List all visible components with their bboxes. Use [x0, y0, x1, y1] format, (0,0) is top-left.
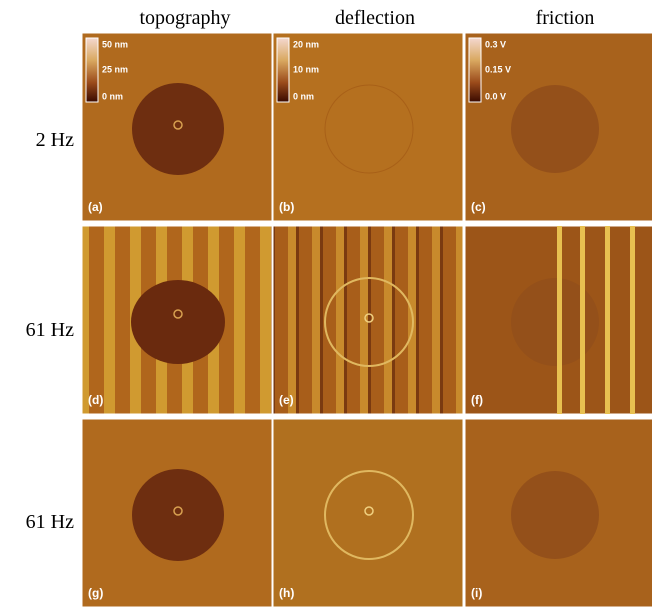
domain-outline — [324, 84, 414, 174]
panel-label: (f) — [471, 393, 483, 407]
afm-image — [272, 418, 464, 607]
row-label: 61 Hz — [26, 511, 74, 533]
stripe — [557, 226, 562, 414]
row-label: 2 Hz — [36, 129, 74, 151]
domain-disk — [511, 278, 599, 366]
row-label: 61 Hz — [26, 319, 74, 341]
panel-label: (h) — [279, 586, 294, 600]
panel-label: (c) — [471, 200, 486, 214]
panel-label: (e) — [279, 393, 294, 407]
scale-label: 0.0 V — [485, 91, 506, 101]
color-scale — [276, 37, 290, 103]
stripe — [580, 226, 585, 414]
stripe — [630, 226, 635, 414]
scale-label: 0.15 V — [485, 64, 511, 74]
domain-disk — [511, 471, 599, 559]
scale-label: 20 nm — [293, 39, 319, 49]
scale-label: 0 nm — [293, 91, 314, 101]
center-spot — [364, 506, 374, 516]
scale-label: 0 nm — [102, 91, 123, 101]
scale-label: 50 nm — [102, 39, 128, 49]
domain-disk — [131, 280, 225, 364]
scale-label: 25 nm — [102, 64, 128, 74]
panel-label: (a) — [88, 200, 103, 214]
panel-label: (g) — [88, 586, 103, 600]
column-header: topography — [139, 7, 230, 29]
panel-label: (b) — [279, 200, 294, 214]
panel-label: (d) — [88, 393, 103, 407]
scale-label: 0.3 V — [485, 39, 506, 49]
color-scale — [468, 37, 482, 103]
center-spot — [364, 313, 374, 323]
stripe — [605, 226, 610, 414]
afm-image — [272, 225, 464, 415]
column-header: deflection — [335, 7, 415, 29]
color-scale — [85, 37, 99, 103]
scale-label: 10 nm — [293, 64, 319, 74]
column-header: friction — [536, 7, 595, 29]
center-spot — [173, 506, 183, 516]
domain-disk — [511, 85, 599, 173]
center-spot — [173, 309, 183, 319]
center-spot — [173, 120, 183, 130]
afm-image — [272, 32, 464, 222]
domain-outline — [324, 470, 414, 560]
panel-label: (i) — [471, 586, 482, 600]
domain-outline — [324, 277, 414, 367]
